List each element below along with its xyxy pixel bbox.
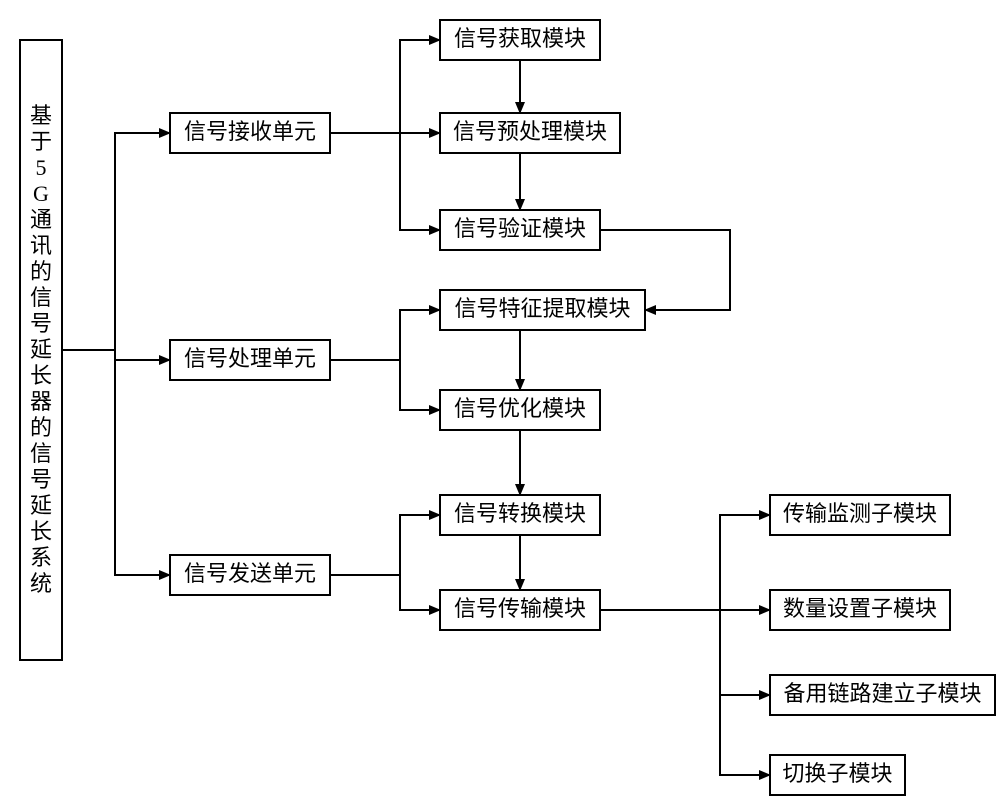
edge-m7-s1	[600, 515, 770, 610]
edge-u2-m5	[330, 360, 440, 410]
svg-text:数量设置子模块: 数量设置子模块	[783, 596, 937, 621]
svg-text:器: 器	[30, 389, 52, 414]
node-s4: 切换子模块	[770, 755, 905, 795]
svg-text:信号转换模块: 信号转换模块	[454, 501, 586, 526]
svg-text:信号发送单元: 信号发送单元	[184, 561, 316, 586]
svg-text:通: 通	[30, 207, 52, 232]
svg-text:切换子模块: 切换子模块	[782, 761, 892, 786]
svg-text:信号获取模块: 信号获取模块	[454, 26, 586, 51]
edges-layer	[62, 40, 770, 775]
edge-u1-m3	[330, 133, 440, 230]
svg-text:讯: 讯	[30, 233, 52, 258]
svg-text:长: 长	[30, 363, 52, 388]
svg-text:信号特征提取模块: 信号特征提取模块	[454, 296, 630, 321]
edge-root-u1	[62, 133, 170, 350]
svg-text:信号传输模块: 信号传输模块	[454, 596, 586, 621]
node-u2: 信号处理单元	[170, 340, 330, 380]
node-m1: 信号获取模块	[440, 20, 600, 60]
flowchart-canvas: 基于5G通讯的信号延长器的信号延长系统信号接收单元信号处理单元信号发送单元信号获…	[0, 0, 1000, 803]
svg-text:的: 的	[30, 259, 52, 284]
svg-text:5: 5	[36, 155, 47, 180]
node-m7: 信号传输模块	[440, 590, 600, 630]
svg-text:信: 信	[30, 441, 52, 466]
svg-text:信号验证模块: 信号验证模块	[454, 216, 586, 241]
node-m2: 信号预处理模块	[440, 113, 620, 153]
svg-text:信: 信	[30, 285, 52, 310]
svg-text:信号优化模块: 信号优化模块	[454, 396, 586, 421]
node-s3: 备用链路建立子模块	[770, 675, 995, 715]
svg-text:长: 长	[30, 519, 52, 544]
svg-text:号: 号	[30, 467, 52, 492]
svg-text:于: 于	[30, 129, 52, 154]
node-s1: 传输监测子模块	[770, 495, 950, 535]
svg-text:的: 的	[30, 415, 52, 440]
node-s2: 数量设置子模块	[770, 590, 950, 630]
node-m6: 信号转换模块	[440, 495, 600, 535]
node-m4: 信号特征提取模块	[440, 290, 645, 330]
edge-root-u3	[62, 350, 170, 575]
svg-text:备用链路建立子模块: 备用链路建立子模块	[783, 681, 981, 706]
node-u1: 信号接收单元	[170, 113, 330, 153]
edge-u3-m7	[330, 575, 440, 610]
svg-text:传输监测子模块: 传输监测子模块	[783, 501, 937, 526]
svg-text:系: 系	[30, 545, 52, 570]
node-m5: 信号优化模块	[440, 390, 600, 430]
edge-u2-m4	[330, 310, 440, 360]
svg-text:G: G	[33, 181, 49, 206]
svg-text:信号处理单元: 信号处理单元	[184, 346, 316, 371]
svg-text:信号接收单元: 信号接收单元	[184, 119, 316, 144]
edge-u1-m1	[330, 40, 440, 133]
edge-m7-s4	[600, 610, 770, 775]
svg-text:号: 号	[30, 311, 52, 336]
svg-text:延: 延	[30, 337, 52, 362]
svg-text:统: 统	[30, 571, 52, 596]
node-u3: 信号发送单元	[170, 555, 330, 595]
edge-u3-m6	[330, 515, 440, 575]
svg-text:信号预处理模块: 信号预处理模块	[453, 119, 607, 144]
nodes-layer: 基于5G通讯的信号延长器的信号延长系统信号接收单元信号处理单元信号发送单元信号获…	[20, 20, 995, 795]
svg-text:基: 基	[30, 103, 52, 128]
edge-m7-s3	[600, 610, 770, 695]
node-m3: 信号验证模块	[440, 210, 600, 250]
svg-text:延: 延	[30, 493, 52, 518]
node-root: 基于5G通讯的信号延长器的信号延长系统	[20, 40, 62, 660]
